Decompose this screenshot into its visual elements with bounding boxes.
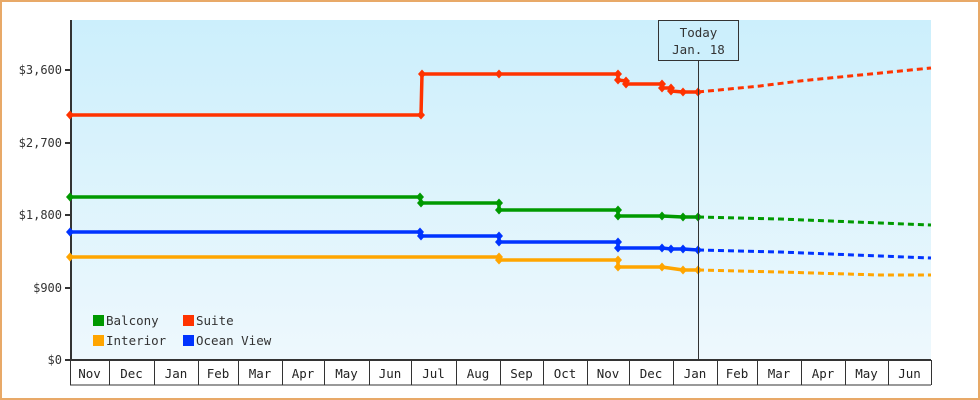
month-label: Jan <box>165 366 188 381</box>
y-tick-label: $2,700 <box>19 136 62 150</box>
today-date: Jan. 18 <box>672 42 725 57</box>
month-label: Sep <box>510 366 533 381</box>
month-label: Oct <box>554 366 577 381</box>
legend-item-ocean-view: Ocean View <box>183 333 272 348</box>
month-label: Nov <box>597 366 620 381</box>
legend-swatch <box>183 315 194 326</box>
y-tick-label: $900 <box>33 281 62 295</box>
month-label: Feb <box>726 366 749 381</box>
y-axis: $0 $900 $1,800 $2,700 $3,600 <box>19 20 72 367</box>
legend-item-interior: Interior <box>93 333 167 348</box>
series-balcony <box>66 192 932 227</box>
y-tick-label: $1,800 <box>19 208 62 222</box>
legend-label: Interior <box>106 333 167 348</box>
legend-swatch <box>93 315 104 326</box>
legend-label: Suite <box>196 313 234 328</box>
month-label: May <box>335 366 358 381</box>
x-axis: Nov Dec Jan Feb Mar Apr May Jun Jul Aug Sep Oct Nov D… <box>70 359 932 386</box>
month-label: Apr <box>292 366 315 381</box>
forecast-line <box>697 268 931 277</box>
today-callout <box>658 20 739 61</box>
series-interior <box>66 252 931 277</box>
month-label: Apr <box>812 366 835 381</box>
y-tick-label: $0 <box>48 353 62 367</box>
series-layer <box>66 66 932 277</box>
month-label: Jun <box>898 366 921 381</box>
plot-area <box>71 20 931 360</box>
legend-item-balcony: Balcony <box>93 313 159 328</box>
today-marker: Today Jan. 18 <box>658 20 739 360</box>
legend-swatch <box>183 335 194 346</box>
y-tick-label: $3,600 <box>19 63 62 77</box>
legend-item-suite: Suite <box>183 313 234 328</box>
month-label: Nov <box>78 366 101 381</box>
month-label: Dec <box>640 366 663 381</box>
legend: Balcony Suite Interior Ocean View <box>93 313 272 348</box>
legend-swatch <box>93 335 104 346</box>
month-label: Feb <box>207 366 230 381</box>
series-ocean-view <box>66 227 932 260</box>
forecast-line <box>697 215 932 227</box>
month-label: Aug <box>467 366 490 381</box>
month-label: Dec <box>120 366 143 381</box>
month-label: Jan <box>684 366 707 381</box>
month-label: Mar <box>768 366 791 381</box>
month-label: Jul <box>422 366 445 381</box>
legend-label: Balcony <box>106 313 159 328</box>
forecast-line <box>697 66 932 94</box>
legend-label: Ocean View <box>196 333 272 348</box>
month-label: Jun <box>379 366 402 381</box>
month-label: Mar <box>249 366 272 381</box>
month-label: May <box>855 366 878 381</box>
today-label: Today <box>680 25 718 40</box>
series-suite <box>66 66 932 120</box>
forecast-line <box>697 248 932 260</box>
